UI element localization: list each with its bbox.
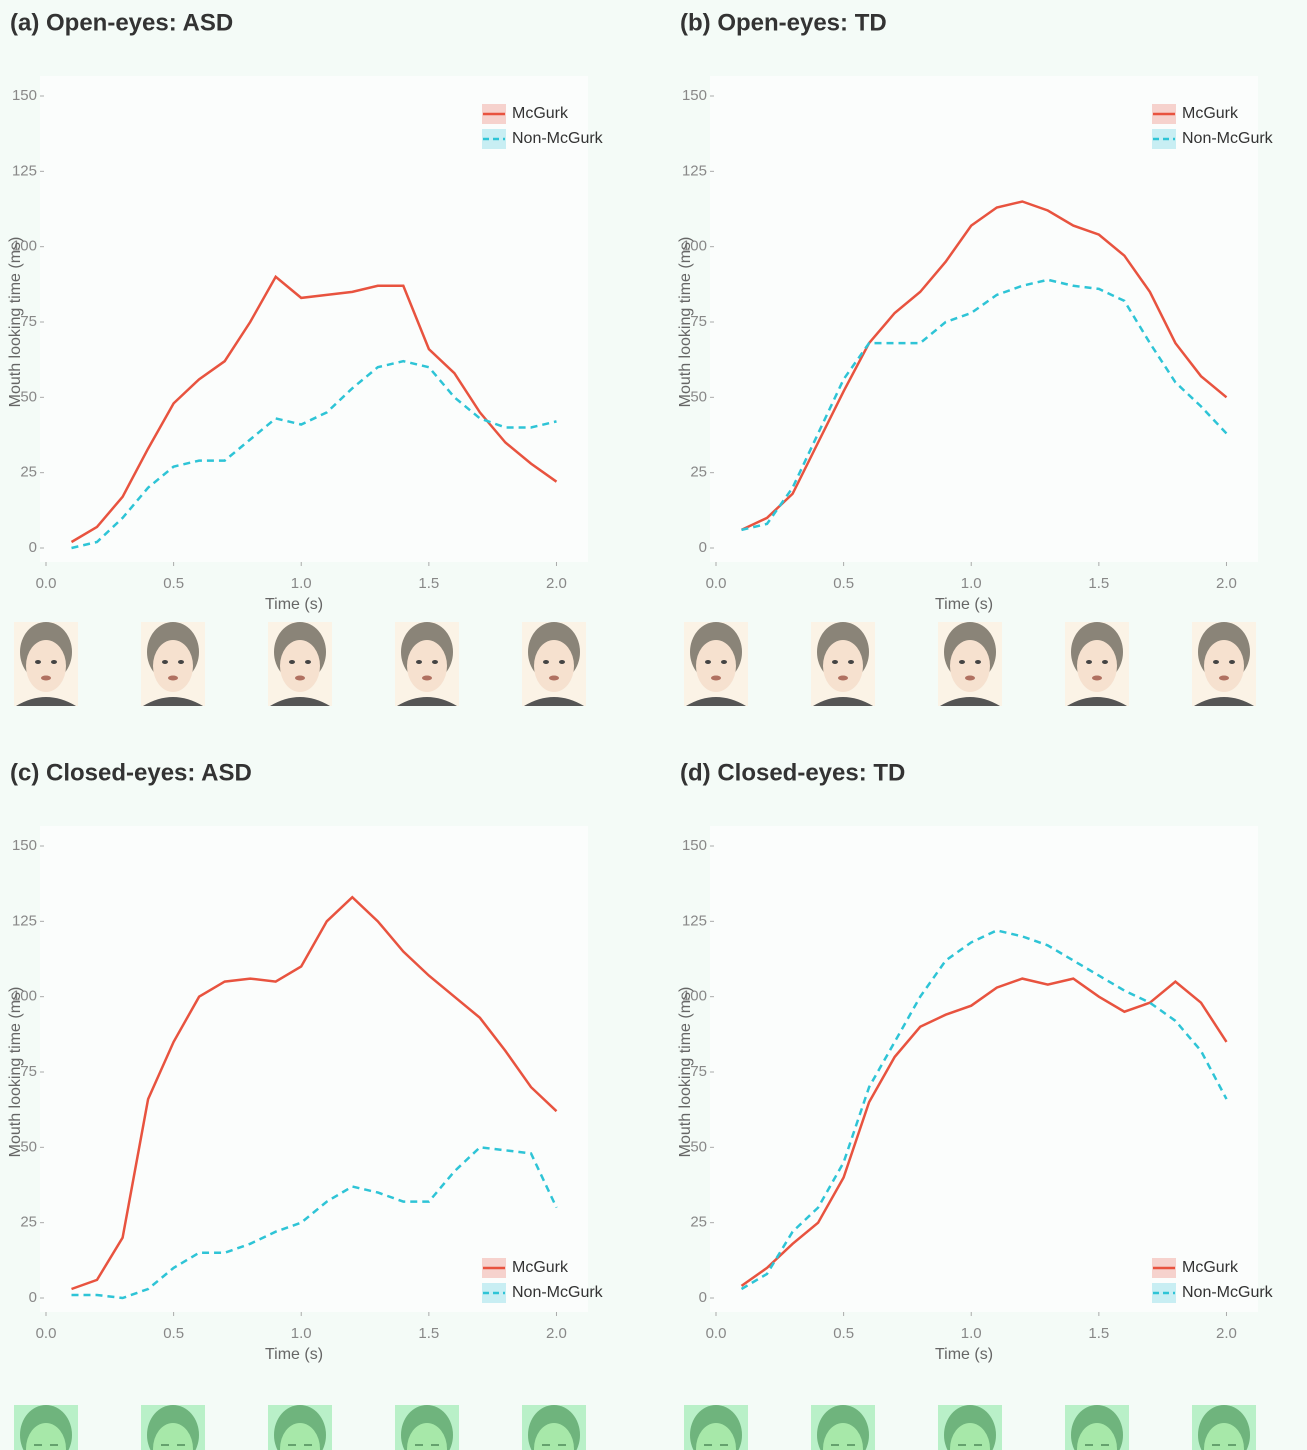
y-tick-label: 0 — [699, 539, 707, 556]
y-tick-label: 0 — [29, 539, 37, 556]
y-axis-label: Mouth looking time (ms) — [7, 237, 24, 408]
x-axis-label: Time (s) — [265, 1346, 323, 1363]
face-eye — [832, 660, 838, 664]
face-eye — [162, 660, 168, 664]
face-skin — [823, 640, 863, 692]
face-eye — [432, 660, 438, 664]
y-tick-label: 25 — [20, 464, 37, 481]
face-mouth — [711, 676, 721, 681]
x-tick-label: 0.5 — [163, 1325, 184, 1342]
face-eye — [1102, 660, 1108, 664]
face-skin — [696, 640, 736, 692]
x-tick-label: 1.5 — [418, 1325, 439, 1342]
face-skin — [153, 640, 193, 692]
legend-label: McGurk — [512, 105, 569, 122]
y-tick-label: 125 — [12, 912, 37, 929]
y-tick-label: 150 — [682, 87, 707, 104]
face-skin — [1077, 640, 1117, 692]
y-tick-label: 150 — [12, 87, 37, 104]
legend-label: Non-McGurk — [1182, 1284, 1274, 1301]
y-axis-label: Mouth looking time (ms) — [7, 987, 24, 1158]
x-tick-label: 0.0 — [36, 1325, 57, 1342]
x-tick-label: 1.0 — [961, 575, 982, 592]
y-tick-label: 0 — [29, 1289, 37, 1306]
x-tick-label: 0.0 — [706, 1325, 727, 1342]
face-eye — [975, 660, 981, 664]
y-tick-label: 25 — [690, 464, 707, 481]
face-eye — [1213, 660, 1219, 664]
panel-title: (a) Open-eyes: ASD — [10, 9, 233, 36]
face-skin — [26, 640, 66, 692]
face-eye — [959, 660, 965, 664]
x-tick-label: 2.0 — [546, 1325, 567, 1342]
face-skin — [407, 640, 447, 692]
face-skin — [534, 640, 574, 692]
legend-label: McGurk — [512, 1259, 569, 1276]
face-eye — [416, 660, 422, 664]
face-mouth — [1219, 676, 1229, 681]
x-tick-label: 1.0 — [291, 575, 312, 592]
face-eye — [705, 660, 711, 664]
x-axis-label: Time (s) — [935, 1346, 993, 1363]
x-tick-label: 0.0 — [36, 575, 57, 592]
x-tick-label: 1.0 — [961, 1325, 982, 1342]
face-eye — [289, 660, 295, 664]
x-tick-label: 0.0 — [706, 575, 727, 592]
face-mouth — [41, 676, 51, 681]
legend-label: Non-McGurk — [512, 1284, 604, 1301]
face-mouth — [549, 676, 559, 681]
x-tick-label: 2.0 — [546, 575, 567, 592]
y-axis-label: Mouth looking time (ms) — [677, 237, 694, 408]
x-tick-label: 1.5 — [1088, 575, 1109, 592]
face-eye — [178, 660, 184, 664]
y-tick-label: 125 — [12, 162, 37, 179]
legend-label: Non-McGurk — [512, 130, 604, 147]
y-tick-label: 0 — [699, 1289, 707, 1306]
x-tick-label: 1.5 — [1088, 1325, 1109, 1342]
face-eye — [559, 660, 565, 664]
face-mouth — [965, 676, 975, 681]
face-eye — [543, 660, 549, 664]
y-tick-label: 25 — [690, 1214, 707, 1231]
face-eye — [35, 660, 41, 664]
y-tick-label: 125 — [682, 162, 707, 179]
y-tick-label: 125 — [682, 912, 707, 929]
face-mouth — [422, 676, 432, 681]
panel-title: (d) Closed-eyes: TD — [680, 759, 905, 786]
face-mouth — [168, 676, 178, 681]
x-tick-label: 2.0 — [1216, 1325, 1237, 1342]
y-tick-label: 150 — [12, 837, 37, 854]
face-eye — [1229, 660, 1235, 664]
legend-label: Non-McGurk — [1182, 130, 1274, 147]
panel-title: (c) Closed-eyes: ASD — [10, 759, 252, 786]
legend-label: McGurk — [1182, 1259, 1239, 1276]
plot-area — [710, 826, 1258, 1312]
face-eye — [305, 660, 311, 664]
face-mouth — [295, 676, 305, 681]
face-skin — [950, 640, 990, 692]
panel-title: (b) Open-eyes: TD — [680, 9, 887, 36]
figure: (a) Open-eyes: ASD02550751001251500.00.5… — [0, 0, 1307, 1450]
face-mouth — [1092, 676, 1102, 681]
face-eye — [721, 660, 727, 664]
x-axis-label: Time (s) — [265, 596, 323, 613]
x-tick-label: 0.5 — [163, 575, 184, 592]
x-tick-label: 0.5 — [833, 575, 854, 592]
x-tick-label: 0.5 — [833, 1325, 854, 1342]
legend-label: McGurk — [1182, 105, 1239, 122]
x-tick-label: 1.5 — [418, 575, 439, 592]
face-skin — [280, 640, 320, 692]
face-eye — [51, 660, 57, 664]
y-axis-label: Mouth looking time (ms) — [677, 987, 694, 1158]
y-tick-label: 150 — [682, 837, 707, 854]
face-eye — [1086, 660, 1092, 664]
x-axis-label: Time (s) — [935, 596, 993, 613]
face-skin — [1204, 640, 1244, 692]
face-eye — [848, 660, 854, 664]
y-tick-label: 25 — [20, 1214, 37, 1231]
face-mouth — [838, 676, 848, 681]
x-tick-label: 2.0 — [1216, 575, 1237, 592]
x-tick-label: 1.0 — [291, 1325, 312, 1342]
